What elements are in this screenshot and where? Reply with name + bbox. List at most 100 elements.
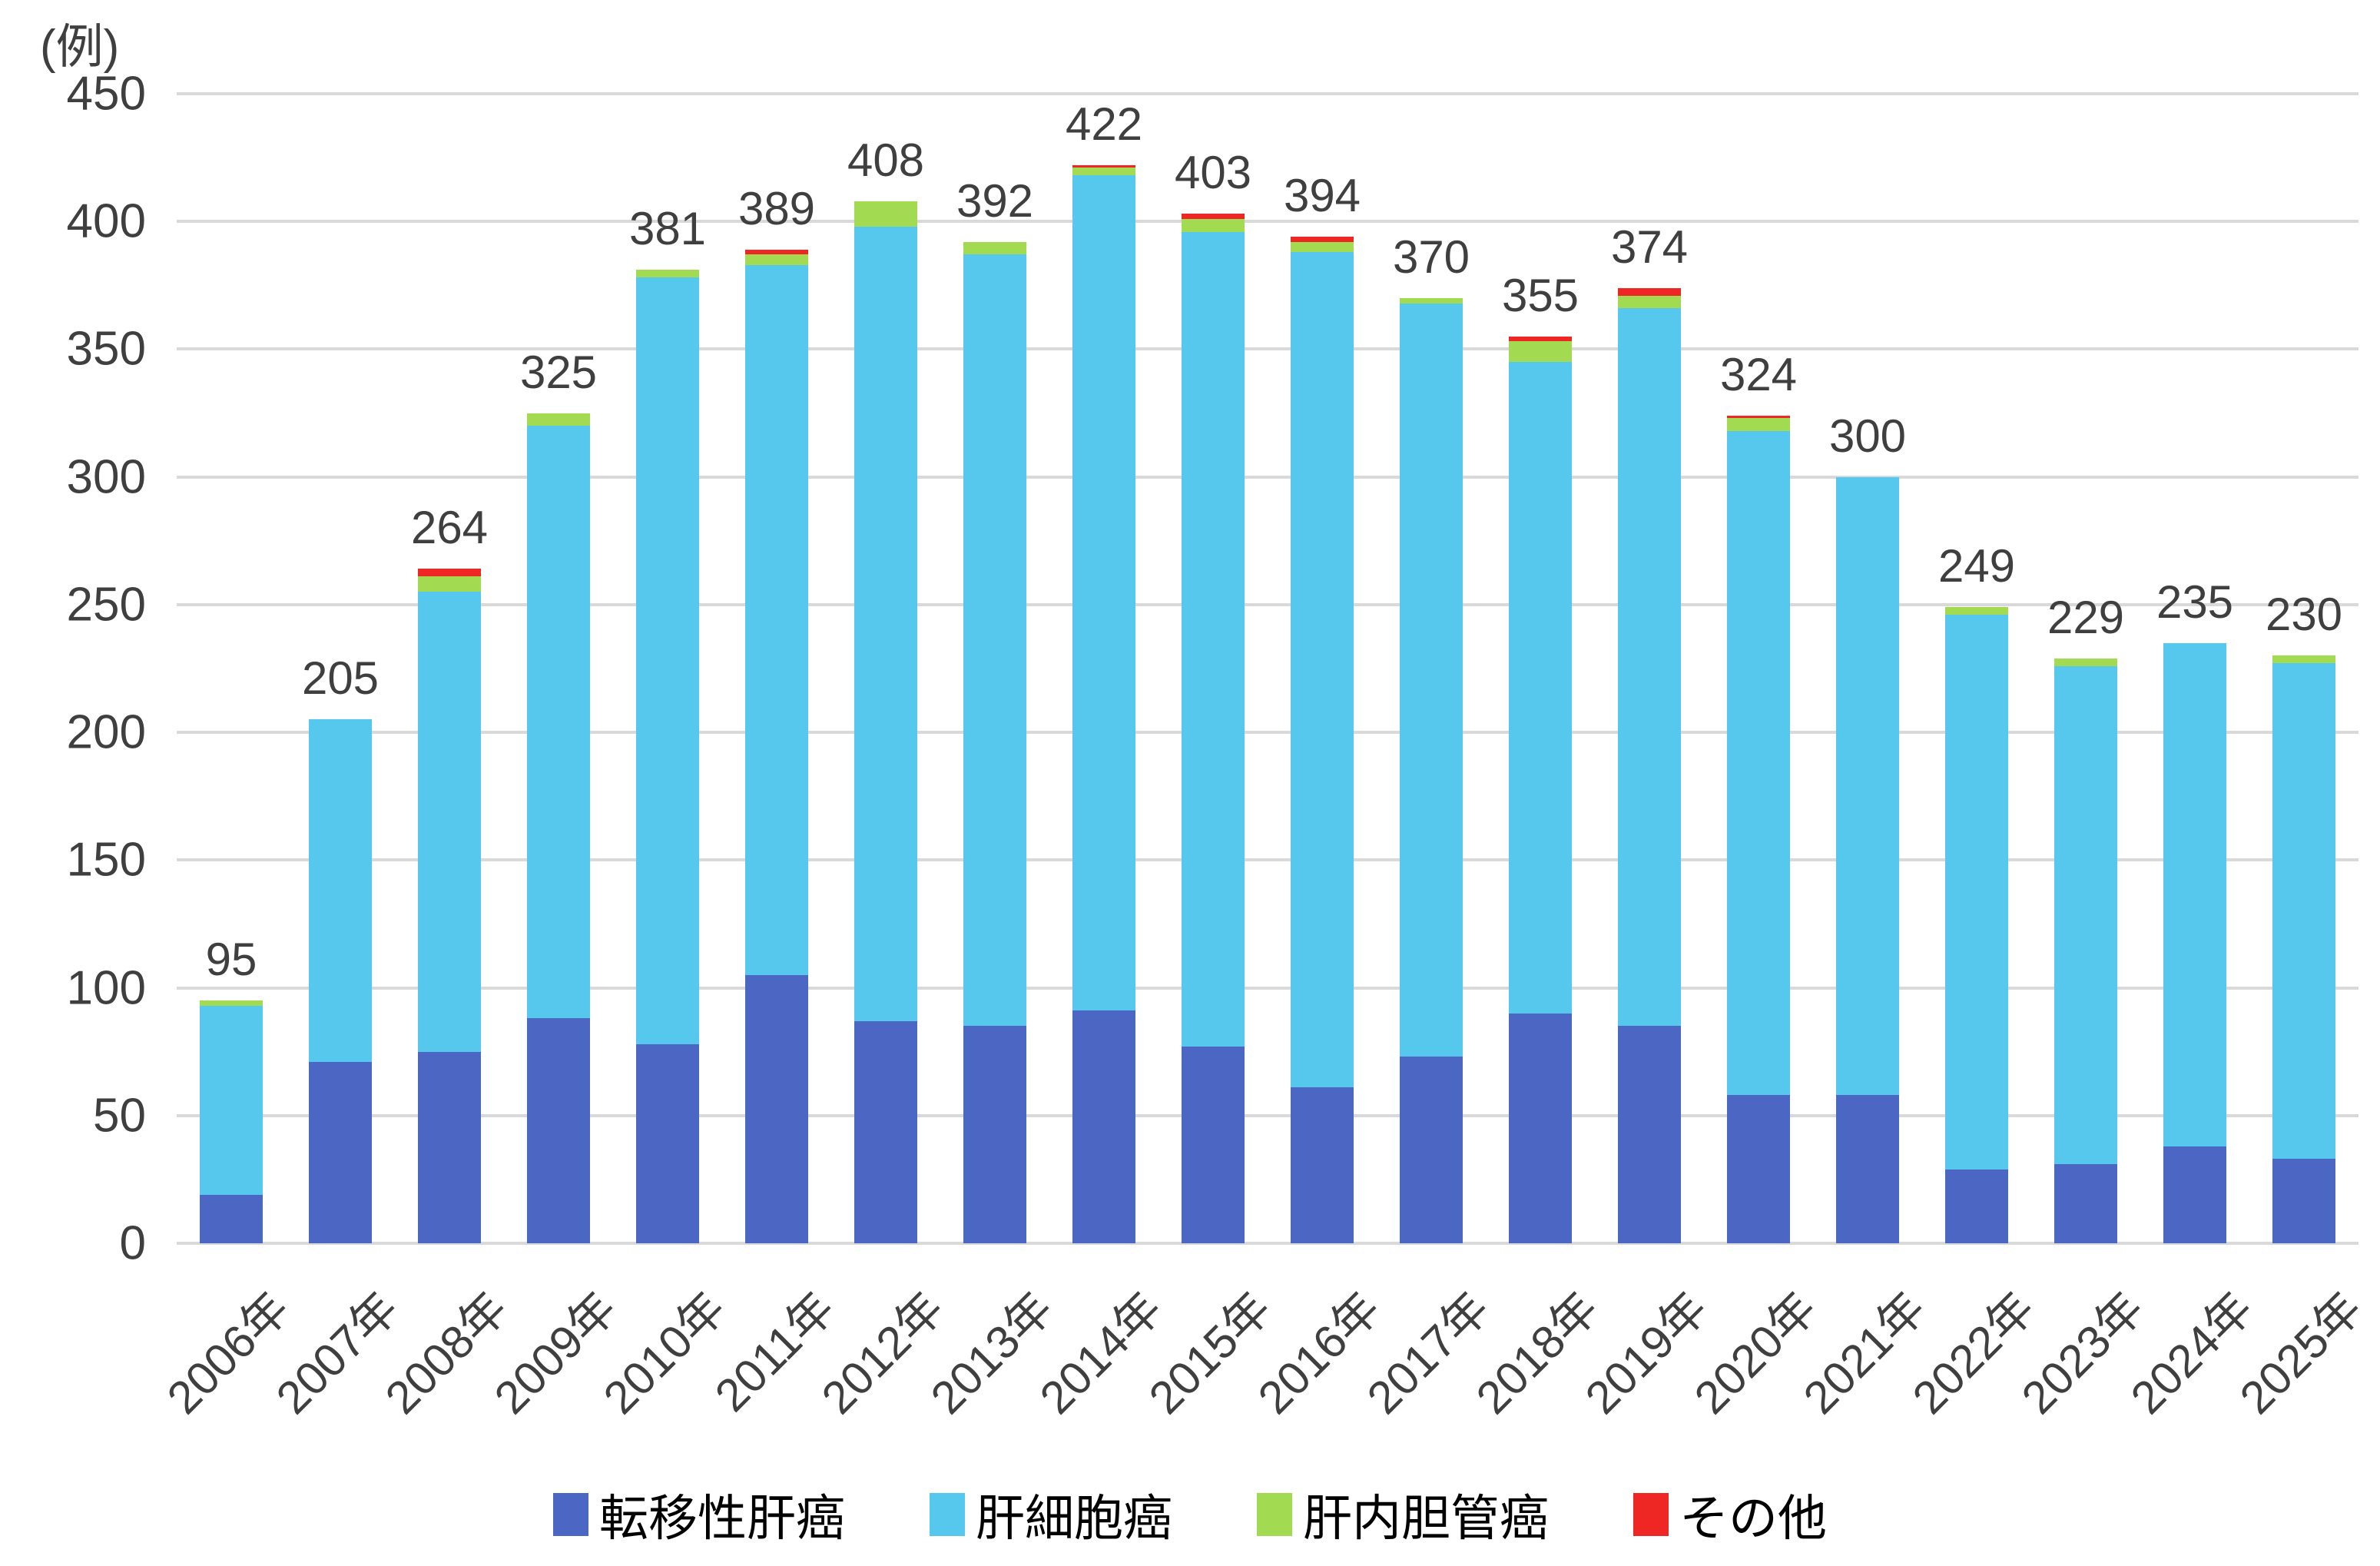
bar-segment-2019年-転移性肝癌 (1618, 1026, 1681, 1243)
bar-segment-2017年-転移性肝癌 (1400, 1057, 1463, 1243)
x-tick-label-2007年: 2007年 (266, 1282, 408, 1424)
gridline-400 (177, 220, 2358, 224)
bar-segment-2025年-転移性肝癌 (2272, 1159, 2335, 1243)
y-tick-label-100: 100 (66, 961, 146, 1015)
bar-segment-2011年-転移性肝癌 (745, 974, 808, 1243)
bar-segment-2011年-その他 (745, 249, 808, 255)
bar-segment-2021年-転移性肝癌 (1836, 1095, 1899, 1243)
bar-segment-2020年-肝内胆管癌 (1727, 418, 1790, 431)
bar-segment-2017年-肝内胆管癌 (1400, 297, 1463, 304)
bar-segment-2015年-肝細胞癌 (1182, 231, 1245, 1047)
total-label-2014年: 422 (1065, 98, 1143, 151)
x-tick-label-2014年: 2014年 (1029, 1282, 1172, 1424)
bar-segment-2023年-肝細胞癌 (2054, 665, 2117, 1164)
total-label-2022年: 249 (1937, 540, 2016, 592)
bar-segment-2008年-その他 (418, 569, 481, 577)
total-label-2007年: 205 (301, 652, 380, 705)
bar-segment-2011年-肝内胆管癌 (745, 254, 808, 265)
legend-label: 転移性肝癌 (599, 1491, 845, 1546)
bar-segment-2016年-肝細胞癌 (1291, 252, 1354, 1088)
total-label-2010年: 381 (628, 203, 707, 255)
x-tick-label-2009年: 2009年 (484, 1282, 626, 1424)
bar-segment-2014年-肝内胆管癌 (1072, 168, 1135, 176)
y-tick-label-450: 450 (66, 67, 146, 121)
total-label-2012年: 408 (847, 134, 925, 186)
bar-segment-2013年-肝内胆管癌 (963, 241, 1026, 255)
legend-label: その他 (1679, 1491, 1827, 1546)
bar-segment-2018年-肝細胞癌 (1509, 362, 1572, 1014)
x-tick-label-2024年: 2024年 (2120, 1282, 2262, 1424)
bar-segment-2006年-肝細胞癌 (200, 1005, 263, 1195)
legend-item-肝内胆管癌: 肝内胆管癌 (1257, 1479, 1549, 1550)
gridline-150 (177, 858, 2358, 862)
bar-segment-2014年-肝細胞癌 (1072, 175, 1135, 1011)
bar-segment-2006年-肝内胆管癌 (200, 1000, 263, 1006)
y-tick-label-0: 0 (119, 1216, 146, 1270)
bar-segment-2010年-肝細胞癌 (636, 277, 699, 1044)
x-tick-label-2019年: 2019年 (1575, 1282, 1717, 1424)
total-label-2006年: 95 (205, 934, 257, 986)
bar-segment-2008年-肝内胆管癌 (418, 576, 481, 592)
bar-segment-2024年-転移性肝癌 (2163, 1146, 2226, 1243)
legend-label: 肝内胆管癌 (1303, 1491, 1549, 1546)
bar-segment-2025年-肝内胆管癌 (2272, 655, 2335, 664)
legend-swatch-icon (1633, 1493, 1669, 1536)
total-label-2023年: 229 (2047, 591, 2125, 643)
gridline-200 (177, 731, 2358, 735)
total-label-2017年: 370 (1392, 231, 1470, 283)
legend-swatch-icon (1257, 1493, 1292, 1536)
bar-segment-2013年-転移性肝癌 (963, 1026, 1026, 1243)
bar-segment-2008年-転移性肝癌 (418, 1051, 481, 1243)
bar-segment-2025年-肝細胞癌 (2272, 663, 2335, 1160)
gridline-350 (177, 347, 2358, 351)
bar-segment-2010年-転移性肝癌 (636, 1043, 699, 1243)
bar-segment-2018年-その他 (1509, 336, 1572, 342)
x-tick-label-2011年: 2011年 (704, 1282, 844, 1422)
total-label-2019年: 374 (1610, 221, 1689, 273)
total-label-2008年: 264 (410, 502, 489, 554)
legend-item-その他: その他 (1633, 1479, 1827, 1550)
x-tick-label-2017年: 2017年 (1357, 1282, 1499, 1424)
bar-segment-2011年-肝細胞癌 (745, 264, 808, 975)
bar-segment-2014年-転移性肝癌 (1072, 1010, 1135, 1243)
y-tick-label-350: 350 (66, 322, 146, 376)
x-tick-label-2012年: 2012年 (811, 1282, 953, 1424)
bar-segment-2012年-転移性肝癌 (854, 1020, 917, 1243)
bar-segment-2019年-肝細胞癌 (1618, 308, 1681, 1027)
gridline-0 (177, 1242, 2358, 1245)
total-label-2015年: 403 (1174, 147, 1252, 199)
bar-segment-2015年-肝内胆管癌 (1182, 218, 1245, 232)
bar-segment-2007年-肝細胞癌 (309, 719, 372, 1062)
legend-swatch-icon (553, 1493, 588, 1536)
gridline-50 (177, 1113, 2358, 1117)
x-tick-label-2020年: 2020年 (1684, 1282, 1826, 1424)
y-tick-label-50: 50 (93, 1089, 146, 1143)
total-label-2020年: 324 (1719, 348, 1798, 400)
bar-segment-2016年-肝内胆管癌 (1291, 241, 1354, 253)
x-tick-label-2006年: 2006年 (157, 1282, 299, 1424)
bar-segment-2024年-肝細胞癌 (2163, 642, 2226, 1146)
bar-segment-2020年-その他 (1727, 415, 1790, 419)
bar-segment-2009年-肝細胞癌 (527, 426, 590, 1019)
bar-segment-2023年-肝内胆管癌 (2054, 658, 2117, 666)
bar-segment-2020年-肝細胞癌 (1727, 430, 1790, 1096)
x-tick-label-2016年: 2016年 (1248, 1282, 1390, 1424)
y-tick-label-400: 400 (66, 194, 146, 248)
total-label-2013年: 392 (956, 174, 1034, 227)
bar-segment-2017年-肝細胞癌 (1400, 303, 1463, 1057)
gridline-250 (177, 602, 2358, 606)
y-tick-label-300: 300 (66, 450, 146, 504)
bar-segment-2015年-その他 (1182, 214, 1245, 219)
bar-segment-2015年-転移性肝癌 (1182, 1047, 1245, 1243)
bar-segment-2014年-その他 (1072, 165, 1135, 168)
bar-segment-2016年-その他 (1291, 237, 1354, 242)
bar-segment-2008年-肝細胞癌 (418, 592, 481, 1052)
bar-segment-2010年-肝内胆管癌 (636, 270, 699, 278)
y-tick-label-200: 200 (66, 705, 146, 759)
bar-segment-2012年-肝細胞癌 (854, 226, 917, 1021)
total-label-2009年: 325 (519, 346, 598, 398)
bar-segment-2009年-肝内胆管癌 (527, 413, 590, 426)
bar-segment-2020年-転移性肝癌 (1727, 1095, 1790, 1243)
bar-segment-2022年-肝内胆管癌 (1945, 607, 2008, 615)
total-label-2018年: 355 (1501, 269, 1579, 321)
